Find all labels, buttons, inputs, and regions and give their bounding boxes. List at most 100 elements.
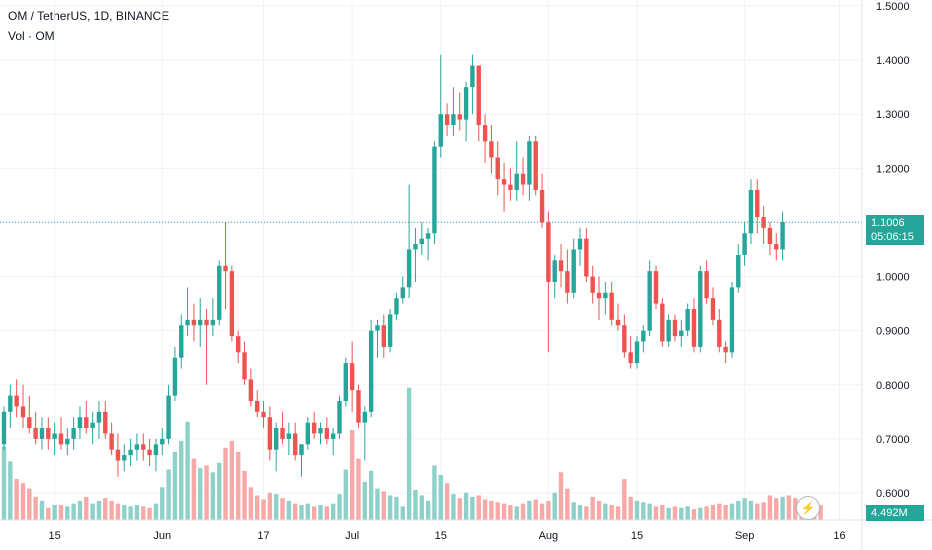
volume-bar [394,496,399,520]
volume-bar [14,479,19,520]
volume-bar [546,500,551,520]
price-tick-label: 0.9000 [876,326,910,338]
volume-bar [723,505,728,520]
volume-bar [356,458,361,520]
candle [653,265,659,310]
volume-bar [134,505,140,520]
candle [495,141,500,196]
price-tick-label: 0.6000 [876,488,910,500]
time-tick-label: 16 [833,530,845,542]
volume-bar [634,500,640,520]
candle [52,422,57,456]
volume-bar [90,503,95,520]
volume-bar [77,500,83,520]
volume-bar [20,483,26,520]
candle [362,406,368,461]
candle [122,444,127,472]
candle [160,428,165,456]
volume-bar [223,447,228,520]
volume-bar [400,506,405,520]
volume-bar [179,440,184,520]
candle [172,346,178,402]
volume-bar [27,488,32,520]
volume-bar [210,472,216,520]
candle [14,379,19,418]
candle [387,309,393,353]
candle [305,417,311,450]
volume-bar [185,421,190,520]
countdown-timer: 05:06:15 [871,231,914,243]
candle [666,314,671,347]
volume-bar [609,505,614,520]
candle [698,265,703,353]
volume-bar [255,495,260,520]
candle [647,260,652,337]
candle [27,395,32,434]
candle [273,422,279,472]
volume-bar [603,503,608,520]
candle [432,141,437,245]
volume-bar [698,507,703,520]
volume-tag: 4.492M [866,505,924,521]
candle [514,141,519,201]
volume-bar [299,505,304,520]
time-tick-label: Jul [345,530,359,542]
volume-bar [1,446,7,520]
candle [248,368,254,407]
candle [109,422,114,456]
candle [672,314,678,342]
volume-bar [470,496,475,520]
candle [761,206,766,245]
volume-bar [577,505,583,520]
candle [501,162,507,212]
volume-bar [305,503,311,520]
candle [609,281,614,326]
candle [343,357,349,407]
volume-bar [755,503,760,520]
volume-bar [217,462,222,520]
candle [349,341,355,412]
price-axis[interactable]: 1.50001.40001.30001.20001.10001.00000.90… [876,1,910,500]
volume-bar [710,505,716,520]
volume-bar [717,503,722,520]
volume-bar [330,503,336,520]
candle [236,330,241,364]
candle [147,438,152,466]
volume-bar [103,498,108,520]
price-tick-label: 0.8000 [876,380,910,392]
chart-title: OM / TetherUS, 1D, BINANCE [8,9,170,23]
candle [337,395,342,439]
volume-bar [141,506,146,520]
candle [299,444,304,477]
candle [546,211,551,353]
candle [691,298,697,353]
volume-bar [204,465,209,520]
candle [539,173,545,228]
lightning-icon[interactable]: ⚡ [796,496,820,520]
volume-bar [508,505,513,520]
candle [729,281,735,358]
time-axis[interactable]: 15 Jun 17 Jul 15 Aug 15 Sep 16 [49,530,846,542]
candle [204,309,209,385]
volume-bar [39,500,45,520]
candle [533,135,538,196]
candle [394,292,399,320]
candle [261,401,266,429]
volume-bar [33,496,38,520]
volume-bar [242,470,247,520]
volume-bar [425,500,431,520]
volume-bar [786,495,792,520]
candle [590,265,595,304]
volume-bar [451,494,456,520]
volume-bar [115,503,121,520]
volume-bar [172,451,178,520]
volume-bar [641,502,646,520]
candle [476,65,481,142]
candle [755,179,760,234]
volume-bar [685,506,690,520]
volume-bar [153,503,159,520]
volume-bar [539,503,545,520]
candle [223,222,228,310]
candle [33,411,38,445]
